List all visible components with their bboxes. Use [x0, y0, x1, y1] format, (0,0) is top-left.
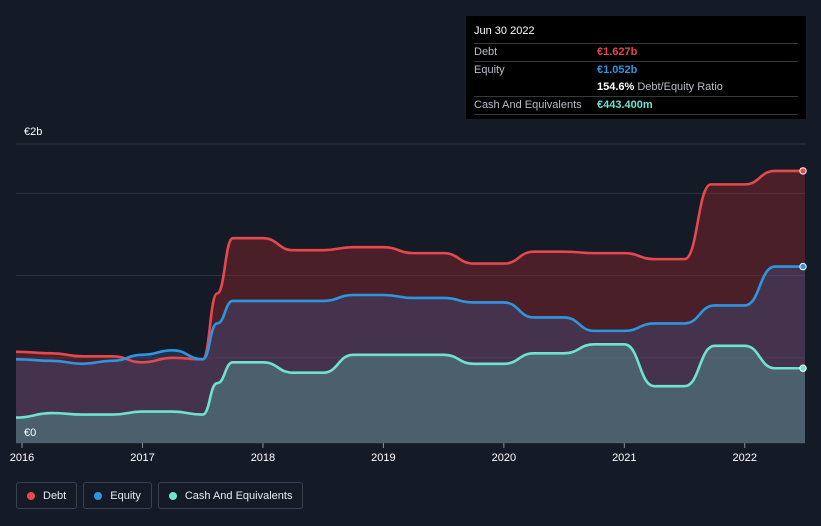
- legend-dot-icon: [94, 491, 103, 500]
- equity-end-point: [799, 262, 807, 271]
- debt-line: [15, 169, 805, 364]
- series-end-points: [799, 167, 807, 372]
- tooltip-ratio-label: Debt/Equity Ratio: [637, 81, 723, 93]
- x-tick-label: 2017: [130, 452, 154, 464]
- legend-item-cash[interactable]: Cash And Equivalents: [157, 482, 304, 509]
- y-tick-label: €0: [24, 427, 36, 439]
- tooltip-label: [474, 79, 597, 96]
- tooltip-panel: Jun 30 2022 Debt €1.627b Equity €1.052b …: [466, 16, 806, 119]
- tooltip-row-equity: Equity €1.052b: [474, 62, 798, 79]
- tooltip-value: €443.400m: [597, 99, 653, 111]
- equity-line: [15, 265, 805, 366]
- series-areas: [16, 170, 805, 443]
- tooltip-label: Equity: [474, 64, 505, 76]
- grid-lines: [16, 143, 805, 444]
- x-tick-label: 2021: [612, 452, 636, 464]
- debt-area: [16, 170, 805, 443]
- x-axis: 2016 2017 2018 2019 2020 2021 2022: [10, 443, 757, 464]
- x-tick-label: 2019: [371, 452, 395, 464]
- legend-item-debt[interactable]: Debt: [16, 482, 78, 509]
- cash-and-equivalents-area: [16, 344, 805, 443]
- x-tick-label: 2016: [10, 452, 34, 464]
- cash-and-equivalents-line: [15, 343, 805, 419]
- tooltip-label: Cash And Equivalents: [474, 99, 582, 111]
- tooltip-value: €1.052b: [597, 64, 638, 76]
- legend-dot-icon: [168, 491, 177, 500]
- legend-label: Equity: [110, 489, 141, 502]
- cash-and-equivalents-end-point: [799, 364, 807, 372]
- x-tick-label: 2022: [733, 452, 757, 464]
- x-tick-label: 2020: [492, 452, 516, 464]
- legend: Debt Equity Cash And Equivalents: [16, 482, 304, 509]
- legend-item-equity[interactable]: Equity: [83, 482, 152, 509]
- legend-label: Cash And Equivalents: [184, 489, 293, 502]
- tooltip-label: Debt: [474, 46, 498, 58]
- y-tick-label: €2b: [24, 126, 42, 138]
- y-axis: €0 €2b: [24, 126, 42, 439]
- tooltip-row-ratio: 154.6% Debt/Equity Ratio: [474, 79, 798, 97]
- debt-end-point: [799, 167, 807, 175]
- legend-dot-icon: [27, 491, 35, 500]
- tooltip-row-debt: Debt €1.627b: [474, 44, 798, 62]
- series-lines: [15, 169, 805, 419]
- x-tick-label: 2018: [251, 452, 275, 464]
- tooltip-value: €1.627b: [597, 46, 638, 58]
- tooltip-row-cash: Cash And Equivalents €443.400m: [474, 97, 798, 115]
- legend-label: Debt: [43, 489, 67, 502]
- tooltip-date: Jun 30 2022: [474, 24, 798, 44]
- tooltip-value: 154.6%: [597, 81, 635, 93]
